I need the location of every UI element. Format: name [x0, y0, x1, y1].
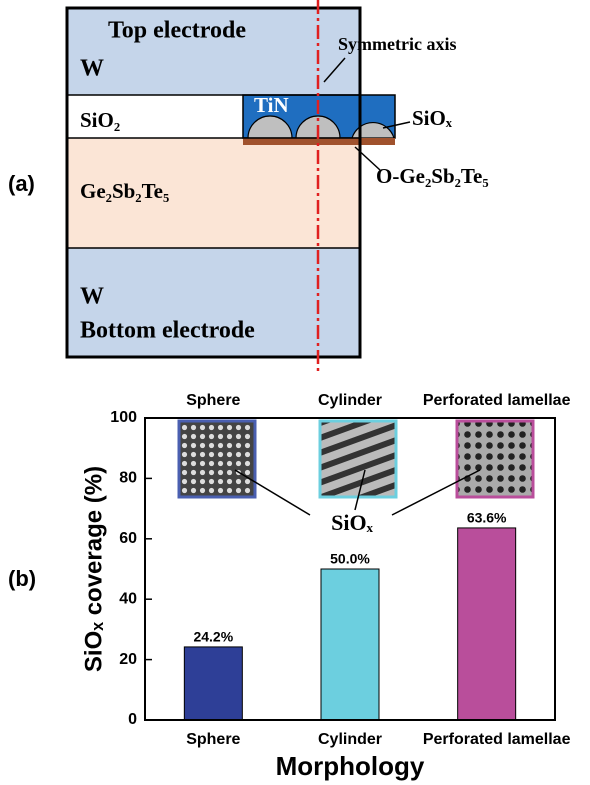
- diagram-label: TiN: [254, 93, 289, 117]
- top-category-label: Cylinder: [318, 392, 382, 409]
- y-tick-label: 0: [128, 711, 137, 728]
- diagram-label: SiOₓ: [412, 106, 453, 130]
- diagram-label: Symmetric axis: [338, 34, 456, 54]
- panel-label: (a): [8, 171, 35, 196]
- inset-label: SiOₓ: [331, 510, 373, 535]
- x-tick-label: Cylinder: [318, 731, 382, 748]
- diagram-label: W: [80, 284, 104, 310]
- y-tick-label: 100: [110, 409, 137, 426]
- panel-label: (b): [8, 566, 36, 591]
- bar: [321, 569, 379, 720]
- bar: [458, 528, 516, 720]
- inset-image: [179, 421, 255, 497]
- value-label: 24.2%: [193, 629, 233, 645]
- top-category-label: Perforated lamellae: [423, 392, 571, 409]
- diagram-label: W: [80, 56, 104, 82]
- x-tick-label: Sphere: [186, 731, 240, 748]
- value-label: 50.0%: [330, 551, 370, 567]
- y-tick-label: 60: [119, 530, 137, 547]
- top-category-label: Sphere: [186, 392, 240, 409]
- y-tick-label: 40: [119, 590, 137, 607]
- diagram-label: O-Ge₂Sb₂Te₅: [376, 164, 489, 188]
- diagram-label: Ge₂Sb₂Te₅: [80, 179, 169, 203]
- y-axis-label: SiOₓ coverage (%): [80, 466, 107, 672]
- y-tick-label: 20: [119, 651, 137, 668]
- diagram-label: SiO₂: [80, 108, 120, 132]
- bar: [184, 647, 242, 720]
- inset-image: [457, 421, 533, 497]
- device-diagram: (a) Top electrode W Symmetric axis SiO₂ …: [8, 0, 489, 372]
- value-label: 63.6%: [467, 510, 507, 526]
- diagram-label: Bottom electrode: [80, 318, 255, 344]
- inset-image: [320, 421, 396, 497]
- diagram-label: Top electrode: [108, 18, 246, 44]
- figure: (a) Top electrode W Symmetric axis SiO₂ …: [0, 0, 590, 785]
- x-tick-label: Perforated lamellae: [423, 731, 571, 748]
- y-tick-label: 80: [119, 470, 137, 487]
- x-axis-label: Morphology: [276, 751, 425, 781]
